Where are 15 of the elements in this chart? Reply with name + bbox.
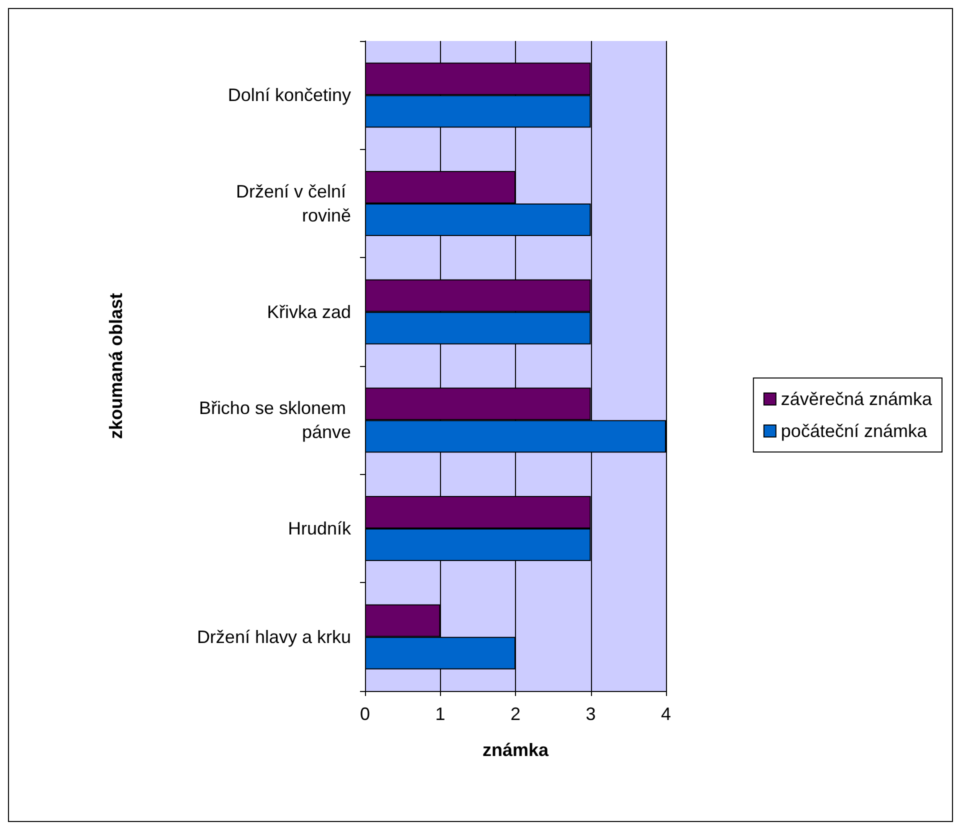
y-axis-title: zkoumaná oblast — [106, 292, 126, 440]
x-tick-label: 4 — [660, 704, 672, 724]
y-tick-label: Hrudník — [288, 518, 352, 538]
x-tick-label: 0 — [360, 704, 370, 724]
x-tick-label: 2 — [510, 704, 521, 724]
y-tick-label: Dolní končetiny — [228, 85, 351, 106]
legend-label: závěrečná známka — [780, 389, 933, 409]
y-tick-label: Křivka zad — [266, 302, 351, 322]
x-axis-title: známka — [482, 740, 550, 760]
legend-label: počáteční známka — [780, 421, 928, 441]
x-tick-label: 1 — [435, 704, 446, 724]
y-tick-label: Držení hlavy a krku — [196, 626, 351, 647]
y-tick-label: Břicho se sklonem pánve — [198, 398, 351, 442]
x-tick-label: 3 — [586, 704, 596, 724]
y-tick-label: Držení v čelní rovině — [236, 182, 351, 226]
